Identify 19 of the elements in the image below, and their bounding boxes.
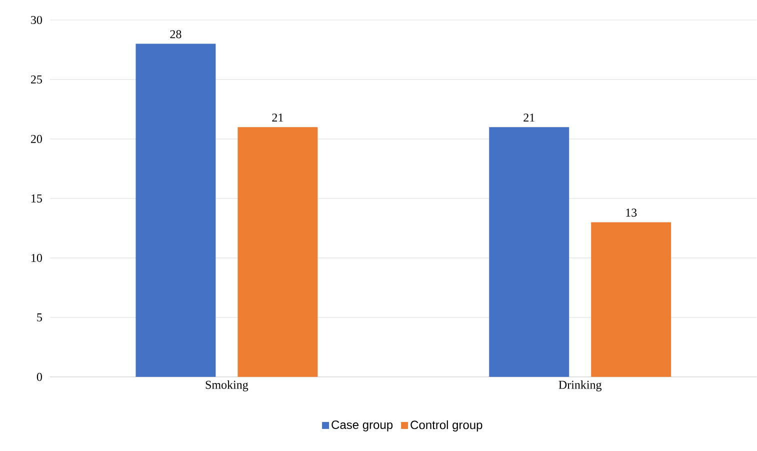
y-tick-label: 30: [31, 16, 42, 24]
data-label: 13: [626, 208, 637, 217]
y-tick-label: 15: [32, 194, 42, 203]
bar: [136, 44, 216, 377]
x-tick-label: Smoking: [206, 380, 248, 392]
legend-label: Case group: [332, 420, 393, 432]
y-tick-label: 0: [36, 372, 42, 381]
y-tick-label: 10: [32, 254, 42, 262]
data-label: 21: [524, 114, 534, 122]
bar: [591, 222, 672, 377]
bar: [489, 127, 570, 377]
x-tick-label: Drinking: [558, 380, 602, 392]
y-tick-label: 20: [31, 134, 42, 144]
y-tick-label: 25: [31, 76, 42, 84]
data-label: 21: [272, 114, 283, 122]
data-label: 28: [170, 30, 182, 38]
y-tick-label: 5: [37, 313, 42, 322]
legend-label: Control group: [410, 420, 482, 432]
bar: [238, 127, 318, 377]
